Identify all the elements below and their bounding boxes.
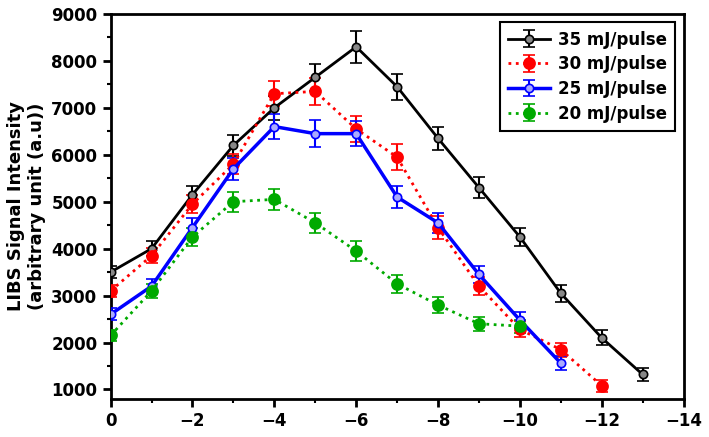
Y-axis label: LIBS Signal Intensity
(arbitrary unit (a.u)): LIBS Signal Intensity (arbitrary unit (a…	[7, 101, 46, 312]
Legend: 35 mJ/pulse, 30 mJ/pulse, 25 mJ/pulse, 20 mJ/pulse: 35 mJ/pulse, 30 mJ/pulse, 25 mJ/pulse, 2…	[500, 22, 675, 131]
